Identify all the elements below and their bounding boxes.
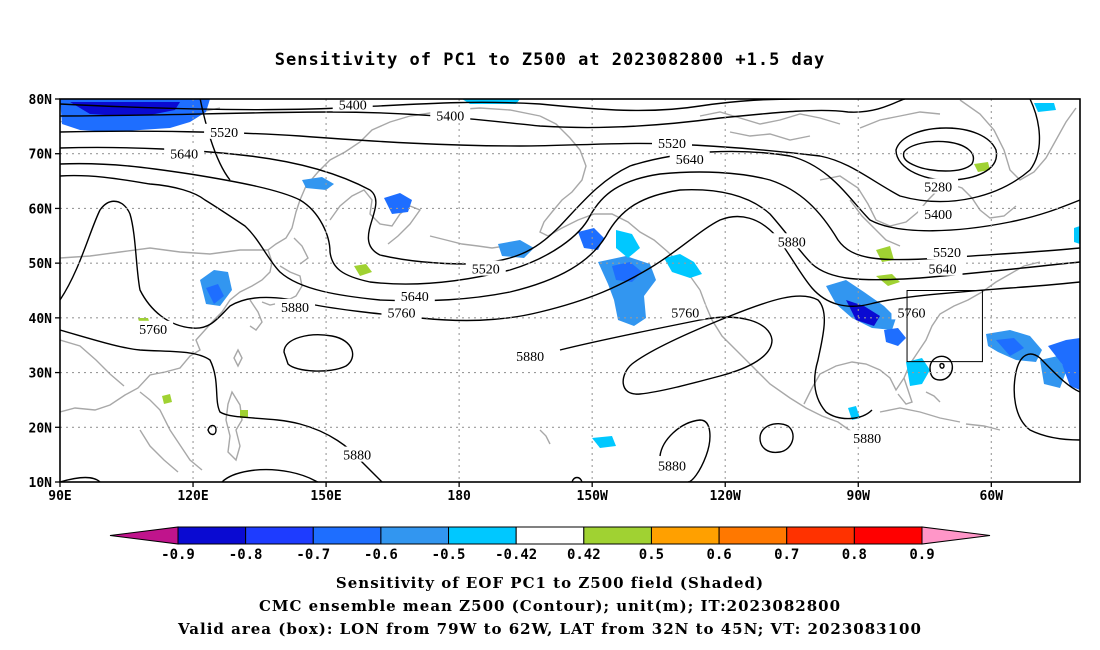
lat-tick-label: 20N (29, 421, 53, 436)
contour-label: 5880 (658, 460, 686, 475)
contour-label: 5520 (933, 246, 961, 261)
contour-label-bg (275, 298, 316, 314)
caption-shading: Sensitivity of EOF PC1 to Z500 field (Sh… (335, 574, 765, 592)
contour-label: 5520 (472, 263, 500, 278)
contour-label: 5280 (924, 181, 952, 196)
caption-valid-area: Valid area (box): LON from 79W to 62W, L… (178, 620, 922, 638)
colorbar-swatch (245, 526, 314, 545)
contour-label: 5640 (170, 148, 198, 163)
colorbar-swatch (515, 526, 585, 545)
contour-label: 5520 (210, 126, 238, 141)
contour-label: 5760 (897, 306, 925, 321)
contour-label: 5400 (924, 208, 952, 223)
colorbar-min-triangle (109, 526, 179, 545)
colorbar-label: -0.8 (229, 547, 263, 563)
contour-label: 5400 (436, 109, 464, 124)
contour-label-bg (926, 244, 967, 260)
contour-label-bg (891, 304, 932, 320)
caption-contour: CMC ensemble mean Z500 (Contour); unit(m… (258, 597, 842, 615)
lon-tick-label: 180 (447, 489, 471, 504)
contour-label-bg (918, 205, 959, 221)
gridlines (60, 99, 1080, 482)
contour-label-bg (430, 107, 471, 123)
lat-tick-label: 30N (29, 367, 53, 382)
colorbar-label: 0.5 (639, 547, 664, 563)
contour-label-bg (133, 320, 174, 336)
lat-tick-label: 50N (29, 257, 53, 272)
lat-tick-label: 60N (29, 202, 53, 217)
contour-label: 5640 (676, 153, 704, 168)
lat-tick-label: 80N (29, 93, 53, 108)
colorbar-swatch (718, 526, 788, 545)
contour-label: 5760 (387, 306, 415, 321)
contour-label-bg (394, 287, 435, 303)
contour-label-bg (918, 178, 959, 194)
contour-label-bg (922, 260, 963, 276)
lon-tick-label: 120W (710, 489, 741, 504)
lon-tick-label: 90E (48, 489, 71, 504)
contour-label: 5880 (343, 449, 371, 464)
colorbar-swatch (786, 526, 855, 545)
lon-tick-label: 60W (980, 489, 1004, 504)
lat-tick-label: 40N (29, 312, 53, 327)
contour-label-bg (204, 123, 245, 139)
lon-axis: 90E 120E 150E 180 150W 120W 90W 60W (48, 482, 1003, 504)
contour-label-bg (381, 304, 422, 320)
colorbar-swatch (650, 526, 720, 545)
contour-label-bg (164, 145, 205, 161)
colorbar-swatch (312, 526, 382, 545)
contour-label: 5880 (778, 235, 806, 250)
contour-label-bg (465, 260, 506, 276)
contour-label: 5880 (853, 432, 881, 447)
colorbar-swatch (448, 526, 517, 545)
valid-area-box (906, 290, 983, 363)
contour-label-bg (652, 134, 692, 150)
colorbar-label: -0.6 (364, 547, 398, 563)
contour-label: 5760 (139, 323, 167, 338)
contour-label: 5640 (929, 263, 957, 278)
colorbar: -0.9 -0.8 -0.7 -0.6 -0.5 -0.42 0.42 0.5 0.6 0.7 0.… (109, 526, 991, 563)
contour-label: 5880 (281, 301, 309, 316)
lon-tick-label: 150W (577, 489, 608, 504)
contour-label-bg (669, 151, 710, 167)
colorbar-label: -0.9 (161, 547, 195, 563)
contour-label: 5760 (671, 306, 699, 321)
lat-tick-label: 70N (29, 148, 53, 163)
contour-label-bg (510, 348, 551, 364)
contour-label-bg (665, 304, 706, 320)
chart-title: Sensitivity of PC1 to Z500 at 2023082800… (274, 50, 826, 70)
plot-frame (59, 98, 1081, 483)
contour-label-bg (652, 457, 692, 473)
lat-axis: 80N 70N 60N 50N 40N 30N 20N 10N (29, 93, 60, 491)
lat-tick-label: 10N (29, 476, 53, 491)
colorbar-label: 0.7 (774, 547, 799, 563)
contour-label-bg (847, 430, 888, 446)
colorbar-label: -0.42 (495, 547, 537, 563)
lon-tick-label: 90W (847, 489, 871, 504)
colorbar-swatch (583, 526, 652, 545)
colorbar-label: 0.6 (706, 547, 731, 563)
colorbar-label: 0.42 (567, 547, 601, 563)
colorbar-label: -0.7 (296, 547, 330, 563)
colorbar-swatch (853, 526, 923, 545)
lon-tick-label: 120E (177, 489, 208, 504)
colorbar-max-triangle (921, 526, 991, 545)
contour-label: 5520 (658, 137, 686, 152)
lon-tick-label: 150E (310, 489, 341, 504)
contour-label: 5400 (339, 98, 367, 113)
contour-label-bg (337, 446, 378, 462)
colorbar-swatch (380, 526, 450, 545)
z500-contours (60, 99, 1080, 482)
contour-label-bg (771, 233, 812, 249)
colorbar-label: 0.8 (842, 547, 867, 563)
colorbar-label: 0.9 (909, 547, 934, 563)
contour-label: 5640 (401, 290, 429, 305)
colorbar-swatch (177, 526, 247, 545)
contour-label-bg (332, 96, 373, 112)
colorbar-label: -0.5 (432, 547, 466, 563)
contour-label: 5880 (516, 350, 544, 365)
